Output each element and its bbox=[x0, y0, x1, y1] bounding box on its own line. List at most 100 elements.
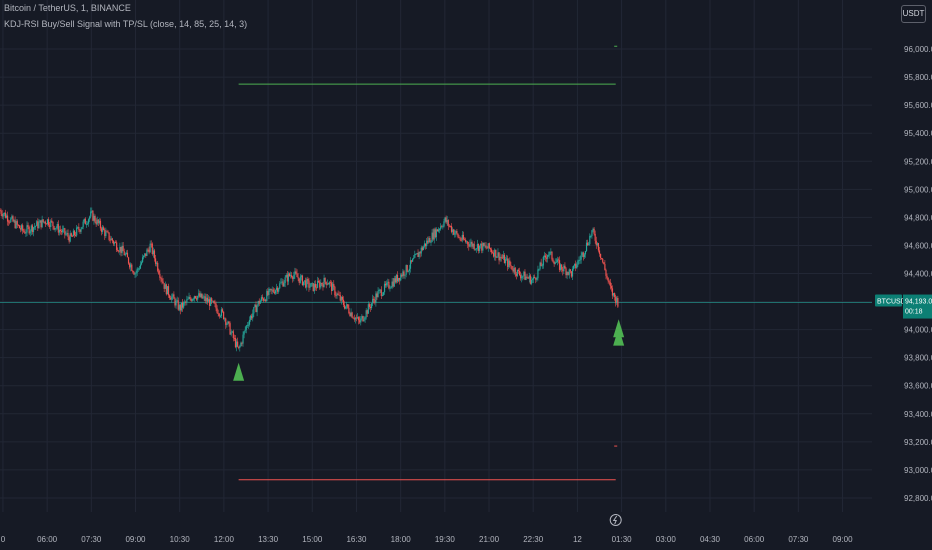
candle bbox=[381, 294, 383, 296]
candle bbox=[299, 276, 301, 283]
candle bbox=[29, 231, 31, 234]
candle bbox=[565, 268, 567, 276]
candle bbox=[400, 274, 402, 281]
candle bbox=[389, 288, 391, 289]
indicator-legend[interactable]: KDJ-RSI Buy/Sell Signal with TP/SL (clos… bbox=[4, 19, 248, 29]
candle bbox=[147, 249, 149, 251]
candle bbox=[224, 318, 226, 320]
candle bbox=[210, 298, 212, 306]
candle bbox=[386, 282, 388, 286]
candle bbox=[157, 262, 159, 271]
candle bbox=[167, 286, 170, 296]
candle bbox=[496, 256, 498, 258]
candle bbox=[428, 238, 430, 243]
time-tick-label: 10:30 bbox=[170, 535, 191, 544]
candle bbox=[70, 233, 72, 237]
candle bbox=[582, 252, 584, 257]
candle bbox=[335, 295, 337, 297]
candle bbox=[44, 221, 46, 224]
price-axis[interactable]: 96,000.00 95,800.00 95,600.00 95,400.00 95,2… bbox=[904, 45, 932, 503]
candle bbox=[393, 278, 395, 287]
candle bbox=[369, 306, 372, 309]
candle bbox=[75, 235, 77, 236]
candle bbox=[152, 250, 154, 255]
time-tick-label: 12 bbox=[573, 535, 582, 544]
candle bbox=[172, 294, 174, 297]
candle bbox=[237, 341, 239, 347]
candle bbox=[248, 319, 251, 325]
candle bbox=[527, 277, 529, 279]
candle bbox=[605, 269, 607, 276]
candle bbox=[295, 271, 297, 274]
candle bbox=[118, 251, 120, 252]
candle bbox=[320, 282, 322, 288]
candle bbox=[138, 268, 140, 270]
candle bbox=[120, 246, 122, 253]
candle bbox=[81, 226, 83, 229]
candle bbox=[352, 317, 354, 319]
candle bbox=[122, 245, 124, 252]
candle bbox=[254, 304, 256, 307]
candle bbox=[609, 282, 611, 287]
candle bbox=[437, 229, 440, 232]
candle bbox=[503, 254, 506, 264]
candle bbox=[433, 229, 435, 240]
candle bbox=[329, 282, 332, 284]
candle bbox=[23, 230, 25, 232]
chart-grid bbox=[0, 0, 872, 512]
candle bbox=[373, 298, 375, 301]
price-tick-label: 94,400.00 bbox=[904, 270, 932, 279]
candle bbox=[1, 213, 3, 217]
candle bbox=[584, 250, 587, 255]
candle bbox=[94, 215, 96, 222]
candle bbox=[5, 215, 8, 218]
candle bbox=[610, 286, 612, 289]
time-tick-label: 04:30 bbox=[700, 535, 721, 544]
symbol-title[interactable]: Bitcoin / TetherUS, 1, BINANCE bbox=[4, 3, 131, 13]
candle bbox=[576, 265, 578, 269]
tradingview-logo-icon[interactable] bbox=[609, 514, 622, 526]
candle bbox=[135, 272, 137, 274]
candle bbox=[578, 260, 580, 261]
candle bbox=[264, 299, 266, 301]
candle bbox=[234, 338, 237, 348]
candle bbox=[448, 225, 450, 227]
time-axis[interactable]: 0 06:00 07:30 09:00 10:30 12:00 13:30 15:00 16:3… bbox=[1, 535, 853, 544]
candle bbox=[401, 274, 403, 277]
candle bbox=[419, 251, 421, 254]
currency-button[interactable]: USDT bbox=[901, 5, 926, 23]
candle bbox=[259, 300, 261, 304]
candle bbox=[615, 296, 617, 304]
candle bbox=[353, 318, 355, 320]
candle bbox=[431, 232, 433, 243]
candle bbox=[68, 236, 70, 242]
candle bbox=[278, 288, 280, 292]
candle bbox=[518, 270, 521, 276]
candle bbox=[490, 249, 493, 253]
candle bbox=[508, 260, 510, 267]
candle bbox=[328, 282, 331, 285]
candle bbox=[277, 287, 279, 292]
candle bbox=[404, 274, 406, 276]
candle bbox=[73, 230, 76, 236]
candle bbox=[54, 228, 56, 230]
candle bbox=[450, 226, 453, 232]
candle bbox=[199, 293, 201, 298]
symbol-tag-label: BTCUSDT bbox=[877, 299, 911, 306]
candle bbox=[544, 255, 547, 258]
candle bbox=[418, 251, 420, 258]
candle bbox=[269, 288, 271, 290]
candle bbox=[261, 297, 264, 299]
candle bbox=[46, 219, 49, 225]
candle bbox=[243, 331, 245, 335]
candle bbox=[117, 250, 119, 252]
candle bbox=[270, 288, 272, 291]
candle bbox=[228, 321, 230, 324]
candle bbox=[614, 293, 616, 297]
candle bbox=[32, 227, 35, 233]
candle bbox=[137, 268, 139, 270]
candle bbox=[307, 279, 309, 281]
candle bbox=[171, 296, 173, 300]
candle bbox=[273, 291, 275, 294]
